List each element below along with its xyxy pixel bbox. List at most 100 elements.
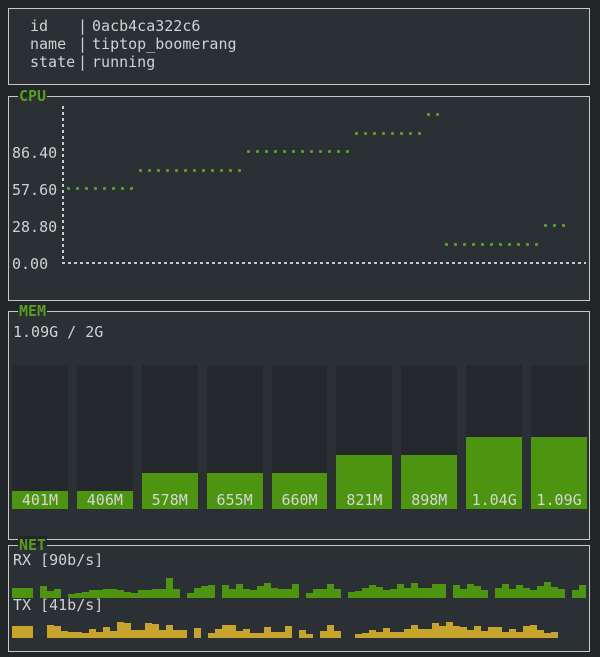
net-rx-bar [110,589,117,598]
info-row-value: 0acb4ca322c6 [92,17,201,35]
net-rx-bar [264,583,271,598]
net-tx-bar [523,626,530,638]
cpu-data-point [157,168,160,172]
cpu-data-point [400,131,403,135]
net-tx-bar [82,633,89,638]
mem-bar-fill: 406M [76,491,133,509]
net-tx-bar [138,630,145,638]
net-rx-bar [320,589,327,598]
mem-bar-fill: 821M [336,455,393,509]
net-tx-bar [264,627,271,638]
net-tx-bar [152,624,159,638]
net-rx-bar [383,590,390,598]
mem-bar-fill: 401M [12,491,68,509]
cpu-data-point [166,168,169,172]
info-row-separator: | [78,35,88,53]
cpu-data-point [409,131,412,135]
net-tx-bar [425,629,432,638]
cpu-data-point [211,168,214,172]
net-tx-bar [460,627,467,638]
mem-bar-fill: 1.04G [466,437,523,509]
mem-bar-value-label: 578M [151,491,188,509]
cpu-data-point [499,242,502,246]
cpu-data-point [256,150,259,153]
net-rx-bar [530,590,537,598]
net-rx-bar [355,591,362,598]
net-rx-bar [502,584,509,598]
net-rx-bar [194,588,201,598]
cpu-data-point [364,131,367,135]
mem-bar-column: 821M [336,365,393,509]
net-tx-bar [75,632,82,638]
net-rx-bar [537,586,544,598]
net-rx-bar [257,586,264,598]
mem-bar-value-label: 898M [411,491,448,509]
net-tx-bar [250,633,257,638]
info-row-separator: | [78,53,88,71]
net-rx-bar [236,584,243,598]
cpu-data-point [463,242,466,246]
net-rx-bar [369,585,376,598]
info-row-key: name [30,35,67,53]
net-rx-bar [243,589,250,598]
net-rx-bar [40,586,47,598]
cpu-data-point [319,150,322,153]
net-panel-title: NET [18,536,48,554]
net-tx-bar [537,630,544,638]
cpu-data-point [67,187,70,190]
net-tx-bar [117,622,124,638]
net-tx-bar [103,627,110,638]
cpu-data-point [517,242,520,246]
cpu-data-point [94,187,97,190]
net-tx-bar [54,626,61,638]
cpu-y-tick-label: 28.80 [12,218,58,236]
net-rx-bar [397,584,404,598]
net-rx-bar [481,590,488,598]
mem-bar-column: 898M [401,365,458,509]
net-rx-bar [523,588,530,598]
net-rx-bar [131,593,138,598]
cpu-data-point [283,150,286,153]
cpu-data-point [229,168,232,172]
net-tx-bar [369,630,376,638]
net-rx-bar [229,589,236,598]
net-tx-bar [19,626,26,638]
net-tx-bar [208,633,215,638]
mem-bar-value-label: 660M [281,491,318,509]
net-tx-bar [418,629,425,638]
net-rx-bar [145,590,152,598]
mem-panel: MEM 1.09G / 2G 401M 406M 578M 655M 660M 821M 8… [8,302,590,540]
net-rx-bar [313,589,320,598]
net-rx-bar [579,585,586,598]
info-row-value: tiptop_boomerang [92,35,237,53]
net-tx-bar [180,630,187,638]
mem-bar-value-label: 821M [346,491,383,509]
cpu-data-point [85,187,88,190]
cpu-data-point [553,224,556,227]
cpu-data-point [526,242,529,246]
net-tx-bar [334,631,341,638]
net-rx-bar [187,593,194,598]
cpu-data-point [265,150,268,153]
net-tx-bar [131,630,138,638]
cpu-panel: CPU 86.40 57.60 28.80 0.00 [8,87,590,301]
net-tx-bar [47,625,54,638]
cpu-data-point [148,168,151,172]
net-rx-bar [117,590,124,598]
net-rx-bar [558,589,565,598]
cpu-data-point [535,242,538,246]
cpu-y-axis-line [62,106,64,264]
cpu-data-point [346,150,349,153]
net-rx-bar [26,588,33,598]
net-tx-bar [68,632,75,638]
cpu-data-point [382,131,385,135]
net-tx-bar [12,626,19,638]
net-tx-bar [383,628,390,638]
net-rx-bar [306,593,313,598]
cpu-data-point [76,187,79,190]
net-rx-bar [47,591,54,598]
info-row: id | 0acb4ca322c6 [30,17,579,35]
net-rx-bar [418,588,425,598]
net-tx-bar [397,632,404,638]
